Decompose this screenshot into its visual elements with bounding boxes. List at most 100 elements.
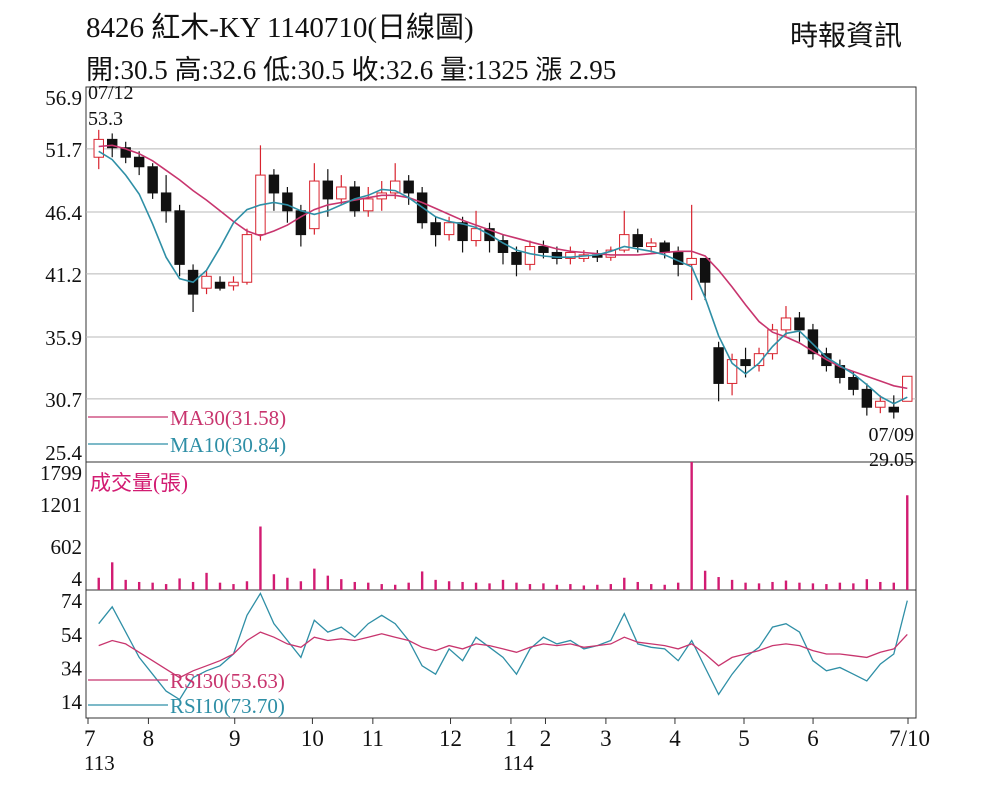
volume-bar: [676, 582, 680, 590]
volume-bar: [636, 581, 639, 590]
rsi-tick-label: 34: [61, 656, 83, 680]
candle-body: [888, 406, 900, 413]
panel-border-3: [85, 589, 917, 719]
high-date-label: 07/12: [88, 82, 134, 104]
candle-body: [861, 388, 873, 408]
volume-tick-label: 602: [51, 535, 83, 559]
candle-body: [174, 210, 185, 265]
volume-bar: [232, 584, 235, 590]
volume-bar: [205, 572, 208, 590]
volume-bar: [569, 584, 572, 590]
volume-bar: [798, 582, 801, 590]
x-tick-label: 12: [439, 726, 462, 751]
volume-bar: [730, 579, 734, 590]
candle-body: [160, 192, 172, 212]
x-year-label: 113: [84, 751, 115, 775]
volume-tick-label: 1799: [40, 461, 82, 485]
candle-body: [780, 317, 792, 331]
candle-body: [807, 329, 819, 355]
rsi30-line: [98, 631, 908, 679]
volume-bar: [596, 584, 599, 590]
x-tick-label: 3: [600, 726, 612, 751]
x-tick-label: 6: [807, 726, 819, 751]
volume-bar: [865, 579, 869, 590]
volume-bar: [137, 581, 141, 590]
panel-border-2: [85, 461, 917, 591]
candle-body: [740, 359, 751, 367]
volume-bar: [474, 582, 478, 590]
x-tick-label: 1: [505, 726, 517, 751]
candle-body: [619, 234, 630, 251]
volume-bar: [97, 577, 100, 590]
candle-body: [565, 251, 576, 259]
volume-tick-label: 1201: [40, 493, 82, 517]
volume-bar: [744, 582, 747, 590]
volume-bar: [380, 584, 383, 590]
price-tick-label: 25.4: [45, 441, 82, 465]
price-tick-label: 41.2: [45, 263, 82, 287]
candle-body: [753, 353, 765, 367]
volume-bar: [434, 579, 437, 590]
candle-body: [605, 249, 617, 258]
candle-body: [336, 186, 347, 200]
volume-bar: [191, 581, 195, 590]
volume-bar: [259, 526, 262, 590]
volume-bar: [528, 584, 532, 590]
volume-bar: [811, 583, 815, 590]
candle-body: [848, 376, 859, 390]
candle-body: [282, 192, 293, 212]
volume-label: 成交量(張): [90, 471, 188, 495]
volume-bar: [272, 574, 276, 590]
rsi-tick-label: 14: [61, 690, 83, 714]
candle-body: [646, 242, 657, 248]
volume-tick-label: 4: [72, 567, 83, 591]
rsi10-legend: RSI10(73.70): [170, 694, 285, 718]
candle-body: [713, 347, 724, 384]
candle-body: [875, 400, 886, 408]
ohlc-summary: 開:30.5 高:32.6 低:30.5 收:32.6 量:1325 漲 2.9…: [86, 55, 617, 85]
x-tick-label: 10: [301, 726, 324, 751]
volume-bar: [582, 585, 586, 590]
candle-body: [659, 242, 670, 253]
candle-body: [403, 180, 414, 194]
low-value-label: 29.05: [869, 449, 914, 471]
rsi-tick-label: 74: [61, 589, 83, 613]
volume-bar: [852, 583, 855, 590]
candle-body: [524, 246, 536, 265]
candle-body: [106, 138, 118, 149]
volume-bar: [690, 462, 693, 590]
source-label: 時報資訊: [790, 21, 903, 52]
volume-bar: [218, 582, 222, 590]
candle-body: [686, 257, 697, 265]
candle-body: [389, 180, 401, 194]
volume-bar: [340, 579, 343, 590]
volume-bar: [393, 584, 397, 590]
price-tick-label: 35.9: [45, 326, 82, 350]
ma30-line: [98, 144, 908, 390]
volume-bar: [703, 570, 707, 590]
x-tick-label: 4: [669, 726, 681, 751]
x-tick-label: 11: [362, 726, 384, 751]
volume-bar: [771, 581, 774, 590]
ma10-line: [98, 150, 908, 405]
candle-body: [457, 222, 468, 242]
chart-title: 8426 紅木-KY 1140710(日線圖): [86, 12, 474, 44]
volume-bar: [313, 568, 316, 590]
volume-bar: [367, 582, 370, 590]
volume-bar: [542, 583, 545, 590]
candle-body: [241, 234, 253, 283]
rsi-tick-label: 54: [61, 623, 83, 647]
volume-bar: [447, 581, 451, 590]
candle-body: [228, 281, 239, 287]
x-year-label: 114: [503, 751, 534, 775]
candle-body: [214, 281, 226, 289]
volume-bar: [515, 582, 518, 590]
volume-bar: [784, 580, 788, 590]
volume-bar: [286, 577, 289, 590]
candle-body: [133, 156, 145, 168]
candle-body: [902, 375, 913, 402]
candle-body: [538, 246, 549, 253]
volume-bar: [178, 578, 181, 590]
x-tick-label: 8: [143, 726, 155, 751]
volume-bar: [757, 583, 761, 590]
